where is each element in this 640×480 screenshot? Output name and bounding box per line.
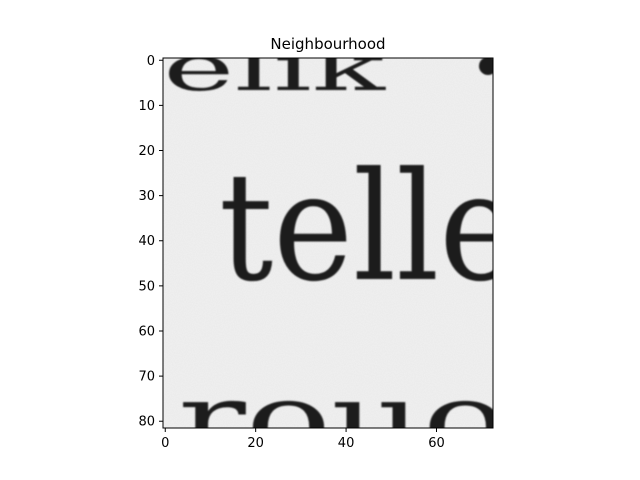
x-tick-label: 20: [247, 436, 264, 451]
y-tick-label: 60: [138, 324, 155, 339]
y-tick-label: 80: [138, 415, 155, 430]
y-tick-label: 20: [138, 144, 155, 159]
neighbourhood-image: elik telle rouo: [163, 32, 519, 475]
y-tick-label: 40: [138, 234, 155, 249]
x-tick-label: 60: [428, 436, 445, 451]
x-tick-label: 0: [161, 436, 169, 451]
y-tick-label: 30: [138, 189, 155, 204]
x-axis: 0 20 40 60: [161, 428, 445, 451]
y-tick-label: 70: [138, 370, 155, 385]
bottom-word-fragment: rouo: [178, 363, 508, 475]
corner-ink-blot: [479, 57, 497, 75]
y-axis: 0 10 20 30 40 50 60 70 80: [138, 54, 163, 430]
main-word: telle: [219, 141, 519, 315]
y-tick-label: 0: [147, 54, 155, 69]
plot-title: Neighbourhood: [270, 35, 385, 53]
y-tick-label: 10: [138, 99, 155, 114]
x-tick-label: 40: [338, 436, 355, 451]
y-tick-label: 50: [138, 279, 155, 294]
